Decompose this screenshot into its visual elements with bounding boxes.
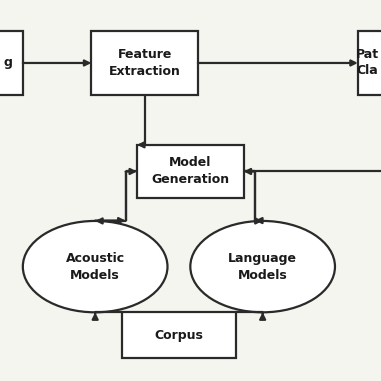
FancyBboxPatch shape xyxy=(0,30,23,95)
Ellipse shape xyxy=(23,221,168,312)
Text: Feature
Extraction: Feature Extraction xyxy=(109,48,181,78)
Text: Acoustic
Models: Acoustic Models xyxy=(66,251,125,282)
Text: g: g xyxy=(3,56,12,69)
Text: Corpus: Corpus xyxy=(154,329,203,342)
FancyBboxPatch shape xyxy=(122,312,236,358)
FancyBboxPatch shape xyxy=(91,30,198,95)
Text: Language
Models: Language Models xyxy=(228,251,297,282)
Text: Pat
Cla: Pat Cla xyxy=(356,48,379,77)
FancyBboxPatch shape xyxy=(137,145,243,198)
Ellipse shape xyxy=(190,221,335,312)
Text: Model
Generation: Model Generation xyxy=(151,157,229,186)
FancyBboxPatch shape xyxy=(358,30,381,95)
